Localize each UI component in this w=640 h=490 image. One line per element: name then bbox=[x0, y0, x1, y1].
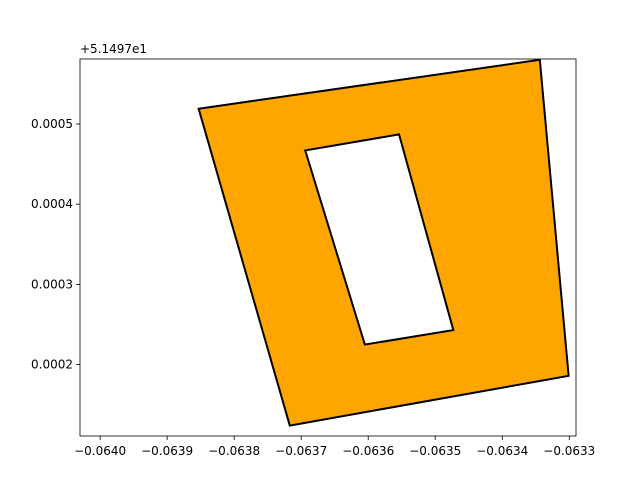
x-axis-ticks: −0.0640 −0.0639 −0.0638 −0.0637 −0.0636 −0.06… bbox=[74, 436, 595, 458]
y-axis-ticks: 0.0002 0.0003 0.0004 0.0005 bbox=[31, 117, 80, 372]
y-tick-label: 0.0004 bbox=[31, 197, 73, 211]
y-tick-label: 0.0005 bbox=[31, 117, 73, 131]
x-tick-label: −0.0635 bbox=[409, 444, 461, 458]
polygon-with-hole bbox=[197, 58, 570, 427]
x-tick-label: −0.0633 bbox=[543, 444, 595, 458]
x-tick-label: −0.0637 bbox=[275, 444, 327, 458]
x-tick-label: −0.0640 bbox=[74, 444, 126, 458]
y-tick-label: 0.0002 bbox=[31, 358, 73, 372]
x-tick-label: −0.0639 bbox=[141, 444, 193, 458]
x-tick-label: −0.0638 bbox=[208, 444, 260, 458]
y-tick-label: 0.0003 bbox=[31, 277, 73, 291]
axes-frame bbox=[79, 58, 577, 437]
y-axis-offset-label: +5.1497e1 bbox=[80, 42, 147, 56]
x-tick-label: −0.0634 bbox=[476, 444, 528, 458]
x-tick-label: −0.0636 bbox=[342, 444, 394, 458]
